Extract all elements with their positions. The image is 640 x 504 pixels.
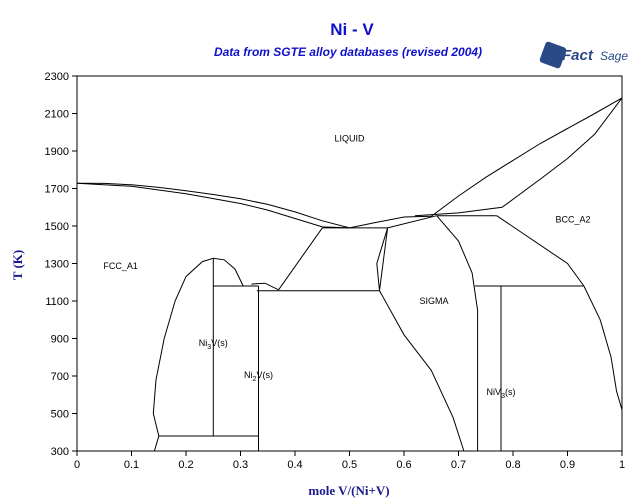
- x-tick-label: 0.9: [560, 459, 575, 471]
- x-tick-label: 0: [74, 459, 80, 471]
- region-label: Ni2V(s): [244, 370, 273, 383]
- x-tick-label: 1: [619, 459, 625, 471]
- y-tick-label: 900: [51, 334, 69, 346]
- x-tick-label: 0.1: [124, 459, 139, 471]
- x-axis: 0 0.1 0.2 0.3 0.4 0.5 0.6 0.7 0.8 0.9 1: [74, 451, 625, 471]
- svg-text:Fact: Fact: [562, 47, 594, 64]
- y-tick-label: 300: [51, 446, 69, 458]
- y-tick-label: 1700: [45, 184, 69, 196]
- phase-boundary-22: [251, 282, 279, 291]
- x-tick-label: 0.7: [451, 459, 466, 471]
- chart-subtitle: Data from SGTE alloy databases (revised …: [214, 45, 482, 59]
- y-axis-label: T (K): [10, 250, 25, 280]
- y-tick-label: 1300: [45, 259, 69, 271]
- phase-boundary-2: [76, 182, 350, 229]
- region-labels: LIQUID FCC_A1 BCC_A2 SIGMA Ni3V(s) Ni2V(s) NiV…: [103, 134, 590, 400]
- phase-boundary-17: [152, 257, 244, 452]
- y-tick-label: 700: [51, 371, 69, 383]
- phase-boundary-10: [496, 215, 585, 287]
- phase-boundary-16: [583, 285, 623, 410]
- x-tick-label: 0.6: [396, 459, 411, 471]
- region-label: BCC_A2: [555, 214, 590, 224]
- phase-boundaries: [76, 97, 623, 452]
- region-label: NiV3(s): [487, 387, 516, 400]
- phase-boundary-6: [387, 215, 437, 229]
- y-axis: 300 500 700 900 1100 1300 1500 1700 1900 2100 2300: [45, 71, 77, 458]
- phase-boundary-8: [376, 227, 389, 291]
- region-label: FCC_A1: [103, 261, 138, 271]
- phase-boundary-3: [414, 97, 623, 217]
- region-label: Ni3V(s): [199, 338, 228, 351]
- x-axis-label: mole V/(Ni+V): [308, 483, 389, 498]
- phase-boundary-7: [379, 227, 389, 291]
- y-tick-label: 500: [51, 409, 69, 421]
- y-tick-label: 2300: [45, 71, 69, 83]
- x-tick-label: 0.4: [287, 459, 302, 471]
- phase-boundary-1: [76, 97, 623, 229]
- plot-frame: [76, 75, 623, 452]
- y-tick-label: 1500: [45, 221, 69, 233]
- region-label: LIQUID: [334, 134, 365, 144]
- x-tick-label: 0.8: [505, 459, 520, 471]
- factsage-logo: Fact Sage: [539, 41, 628, 69]
- y-tick-label: 2100: [45, 109, 69, 121]
- x-tick-label: 0.3: [233, 459, 248, 471]
- phase-boundary-5: [278, 227, 323, 291]
- chart-title: Ni - V: [330, 20, 374, 39]
- phase-boundary-13: [436, 215, 479, 451]
- phase-boundary-12: [379, 290, 465, 452]
- region-label: SIGMA: [419, 296, 448, 306]
- svg-text:Sage: Sage: [600, 49, 628, 63]
- y-tick-label: 1900: [45, 146, 69, 158]
- x-tick-label: 0.5: [342, 459, 357, 471]
- x-tick-label: 0.2: [178, 459, 193, 471]
- y-tick-label: 1100: [45, 296, 69, 308]
